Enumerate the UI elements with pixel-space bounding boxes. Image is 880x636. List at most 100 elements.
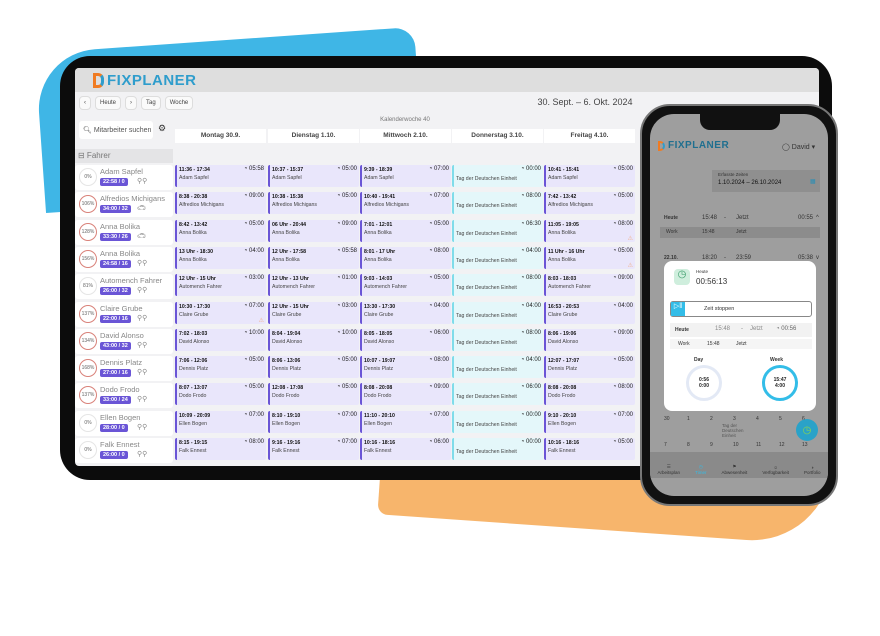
shift-cell[interactable]: ◔ 04:00 13:30 - 17:30 Claire Grube — [360, 301, 451, 324]
shift-cell[interactable]: ◔ 08:00 8:08 - 20:08 Dodo Frodo — [544, 383, 635, 406]
employee-row[interactable]: 0% Adam Sapfel 22:58 / 0 ⚲⚲ — [75, 165, 173, 190]
shift-cell[interactable]: ◔ 05:58 12 Uhr - 17:58 Anna Bolika — [268, 246, 359, 269]
employee-row[interactable]: 134% David Alonso 43:00 / 32 ⚲⚲ — [75, 328, 173, 354]
nav-item[interactable]: ☰ Arbeitsplan — [658, 464, 681, 475]
group-header[interactable]: ⊟ Fahrer — [75, 149, 173, 163]
calendar-day[interactable]: 2 — [710, 416, 713, 422]
shift-cell[interactable]: ◔ 07:00 9:16 - 19:16 Falk Ennest — [268, 438, 359, 460]
shift-cell[interactable]: ◔ 05:00 9:03 - 14:03 Automench Fahrer — [360, 274, 451, 297]
employee-row[interactable]: 137% Claire Grube 22:00 / 16 ⚲⚲ — [75, 301, 173, 327]
employee-row[interactable]: 81% Automench Fahrer 26:00 / 32 ⚲⚲ — [75, 274, 173, 300]
holiday-cell[interactable]: ◔ 08:00 Tag der Deutschen Einheit — [452, 192, 543, 215]
today-button[interactable]: Heute — [95, 95, 122, 110]
holiday-cell[interactable]: ◔ 08:00 Tag der Deutschen Einheit — [452, 274, 543, 297]
holiday-cell[interactable]: ◔ 06:00 Tag der Deutschen Einheit — [452, 383, 543, 406]
recorded-range-field[interactable]: Erfasste Zeiten 1.10.2024 – 26.10.2024 ▦ — [712, 170, 820, 192]
holiday-cell[interactable]: ◔ 04:00 Tag der Deutschen Einheit — [452, 246, 543, 269]
calendar-day[interactable]: 11 — [756, 442, 762, 448]
nav-item[interactable]: ⚑ Abwesenheit — [722, 464, 748, 475]
shift-cell[interactable]: ◔ 05:00 10:38 - 15:38 Alfredios Michigans — [268, 192, 359, 215]
shift-cell[interactable]: ◔ 05:00 11 Uhr - 16 Uhr Anna Bolika ⚠ — [544, 246, 635, 269]
shift-cell[interactable]: ◔ 05:00 8:07 - 13:07 Dodo Frodo — [175, 383, 266, 406]
shift-cell[interactable]: ◔ 07:00 10:09 - 20:09 Ellen Bogen — [175, 410, 266, 433]
shift-cell[interactable]: ◔ 05:00 7:42 - 13:42 Alfredios Michigans — [544, 192, 635, 215]
shift-cell[interactable]: ◔ 03:00 12 Uhr - 15 Uhr Automench Fahrer — [175, 274, 266, 297]
holiday-cell[interactable]: ◔ 04:00 Tag der Deutschen Einheit — [452, 356, 543, 379]
calendar-icon[interactable]: ▦ — [810, 179, 816, 185]
shift-cell[interactable]: ◔ 05:00 12:08 - 17:08 Dodo Frodo — [268, 383, 359, 406]
calendar-day[interactable]: 13 — [802, 442, 808, 448]
shift-cell[interactable]: ◔ 09:00 8:06 - 19:06 David Alonso — [544, 328, 635, 351]
holiday-cell[interactable]: ◔ 06:30 Tag der Deutschen Einheit — [452, 219, 543, 242]
calendar-day[interactable]: 7 — [664, 442, 667, 448]
holiday-cell[interactable]: ◔ 00:00 Tag der Deutschen Einheit — [452, 410, 543, 433]
shift-cell[interactable]: ◔ 06:00 8:05 - 18:05 David Alonso — [360, 328, 451, 351]
employee-row[interactable]: 128% Anna Bolika 33:30 / 26 🚗︎ — [75, 219, 173, 245]
calendar-day[interactable]: 5 — [779, 416, 782, 422]
user-menu[interactable]: ◯ David ▾ — [782, 144, 816, 151]
shift-cell[interactable]: ◔ 03:00 12 Uhr - 15 Uhr Claire Grube — [268, 301, 359, 324]
shift-cell[interactable]: ◔ 08:00 8:01 - 17 Uhr Anna Bolika — [360, 246, 451, 269]
chevron-icon[interactable]: v — [816, 255, 819, 261]
time-entry[interactable]: Heute 15:48- Jetzt 00:55 ^ — [650, 211, 828, 227]
calendar-day[interactable]: 10 — [733, 442, 739, 448]
timer-fab-button[interactable]: ◷ — [796, 419, 818, 441]
nav-item[interactable]: ◷ Timer — [695, 464, 706, 475]
calendar-day[interactable]: 12 — [779, 442, 785, 448]
shift-cell[interactable]: ◔ 04:00 13 Uhr - 18:30 Anna Bolika — [175, 246, 266, 269]
employee-row[interactable]: 156% Anna Bolika 24:58 / 16 ⚲⚲ — [75, 246, 173, 272]
calendar-day[interactable]: 8 — [687, 442, 690, 448]
shift-cell[interactable]: ◔ 08:00 10:07 - 19:07 Dennis Platz — [360, 356, 451, 379]
next-button[interactable]: › — [125, 95, 138, 110]
shift-cell[interactable]: ◔ 05:00 7:06 - 12:06 Dennis Platz — [175, 356, 266, 379]
shift-cell[interactable]: ◔ 10:00 8:04 - 19:04 David Alonso — [268, 328, 359, 351]
chevron-icon[interactable]: ^ — [816, 215, 819, 221]
stop-time-button[interactable]: ▷‖ Zeit stoppen — [670, 301, 812, 317]
employee-row[interactable]: 0% Ellen Bogen 28:00 / 0 ⚲⚲ — [75, 410, 173, 436]
shift-cell[interactable]: ◔ 10:00 7:02 - 18:03 David Alonso — [175, 328, 266, 351]
shift-cell[interactable]: ◔ 07:00 11:10 - 20:10 Ellen Bogen — [360, 410, 451, 433]
shift-cell[interactable]: ◔ 06:00 10:16 - 18:16 Falk Ennest — [360, 438, 451, 460]
shift-cell[interactable]: ◔ 07:00 8:10 - 19:10 Ellen Bogen — [268, 410, 359, 433]
shift-cell[interactable]: ◔ 05:58 11:36 - 17:34 Adam Sapfel — [175, 165, 266, 187]
shift-cell[interactable]: ◔ 05:00 7:01 - 12:01 Anna Bolika — [360, 219, 451, 242]
shift-cell[interactable]: ◔ 07:00 10:30 - 17:30 Claire Grube ⚠ — [175, 301, 266, 324]
holiday-cell[interactable]: ◔ 00:00 Tag der Deutschen Einheit — [452, 165, 543, 187]
calendar-day[interactable]: 4 — [756, 416, 759, 422]
shift-cell[interactable]: ◔ 08:00 8:15 - 19:15 Falk Ennest — [175, 438, 266, 460]
day-view-button[interactable]: Tag — [141, 95, 161, 110]
shift-cell[interactable]: ◔ 09:00 8:03 - 18:03 Automench Fahrer — [544, 274, 635, 297]
shift-cell[interactable]: ◔ 09:00 06 Uhr - 20:44 Anna Bolika — [268, 219, 359, 242]
shift-cell[interactable]: ◔ 01:00 12 Uhr - 13 Uhr Automench Fahrer — [268, 274, 359, 297]
holiday-cell[interactable]: ◔ 04:00 Tag der Deutschen Einheit — [452, 301, 543, 324]
shift-cell[interactable]: ◔ 04:00 16:53 - 20:53 Claire Grube — [544, 301, 635, 324]
calendar-day[interactable]: 9 — [710, 442, 713, 448]
employee-row[interactable]: 168% Dennis Platz 27:00 / 16 ⚲⚲ — [75, 356, 173, 382]
shift-cell[interactable]: ◔ 05:00 8:42 - 13:42 Anna Bolika — [175, 219, 266, 242]
nav-item[interactable]: ◑ Portfolio — [804, 465, 821, 475]
shift-cell[interactable]: ◔ 08:00 11:05 - 19:05 Anna Bolika ⚠ — [544, 219, 635, 242]
employee-row[interactable]: 106% Alfredios Michigans 34:00 / 32 🚗︎ — [75, 192, 173, 218]
employee-row[interactable]: 137% Dodo Frodo 33:00 / 24 ⚲⚲ — [75, 383, 173, 409]
shift-cell[interactable]: ◔ 05:00 10:41 - 15:41 Adam Sapfel — [544, 165, 635, 187]
shift-cell[interactable]: ◔ 09:00 8:38 - 20:38 Alfredios Michigans — [175, 192, 266, 215]
calendar-day[interactable]: 30 — [664, 416, 670, 422]
prev-button[interactable]: ‹ — [79, 95, 91, 110]
calendar-day[interactable]: 3 — [733, 416, 736, 422]
nav-item[interactable]: ☺ Verfügbarkeit — [762, 465, 789, 475]
today-entry[interactable]: Heute 15:48 - Jetzt ◔ 00:56 — [670, 323, 812, 337]
shift-cell[interactable]: ◔ 05:00 10:16 - 18:16 Falk Ennest — [544, 438, 635, 460]
week-view-button[interactable]: Woche — [164, 95, 194, 110]
holiday-cell[interactable]: ◔ 08:00 Tag der Deutschen Einheit — [452, 328, 543, 351]
holiday-cell[interactable]: ◔ 00:00 Tag der Deutschen Einheit — [452, 438, 543, 460]
employee-row[interactable]: 0% Falk Ennest 26:00 / 0 ⚲⚲ — [75, 438, 173, 463]
shift-cell[interactable]: ◔ 05:00 8:06 - 13:06 Dennis Platz — [268, 356, 359, 379]
gear-icon[interactable]: ⚙ — [158, 123, 167, 133]
time-entry[interactable]: 22.10. 18:20- 23:59 05:38 v — [650, 251, 828, 267]
shift-cell[interactable]: ◔ 07:00 9:10 - 20:10 Ellen Bogen — [544, 410, 635, 433]
shift-cell[interactable]: ◔ 05:00 10:37 - 15:37 Adam Sapfel — [268, 165, 359, 187]
shift-cell[interactable]: ◔ 05:00 12:07 - 17:07 Dennis Platz — [544, 356, 635, 379]
employee-search-input[interactable]: 🔍︎ Mitarbeiter suchen — [79, 121, 153, 139]
calendar-day[interactable]: 1 — [687, 416, 690, 422]
shift-cell[interactable]: ◔ 07:00 10:40 - 19:41 Alfredios Michigans — [360, 192, 451, 215]
